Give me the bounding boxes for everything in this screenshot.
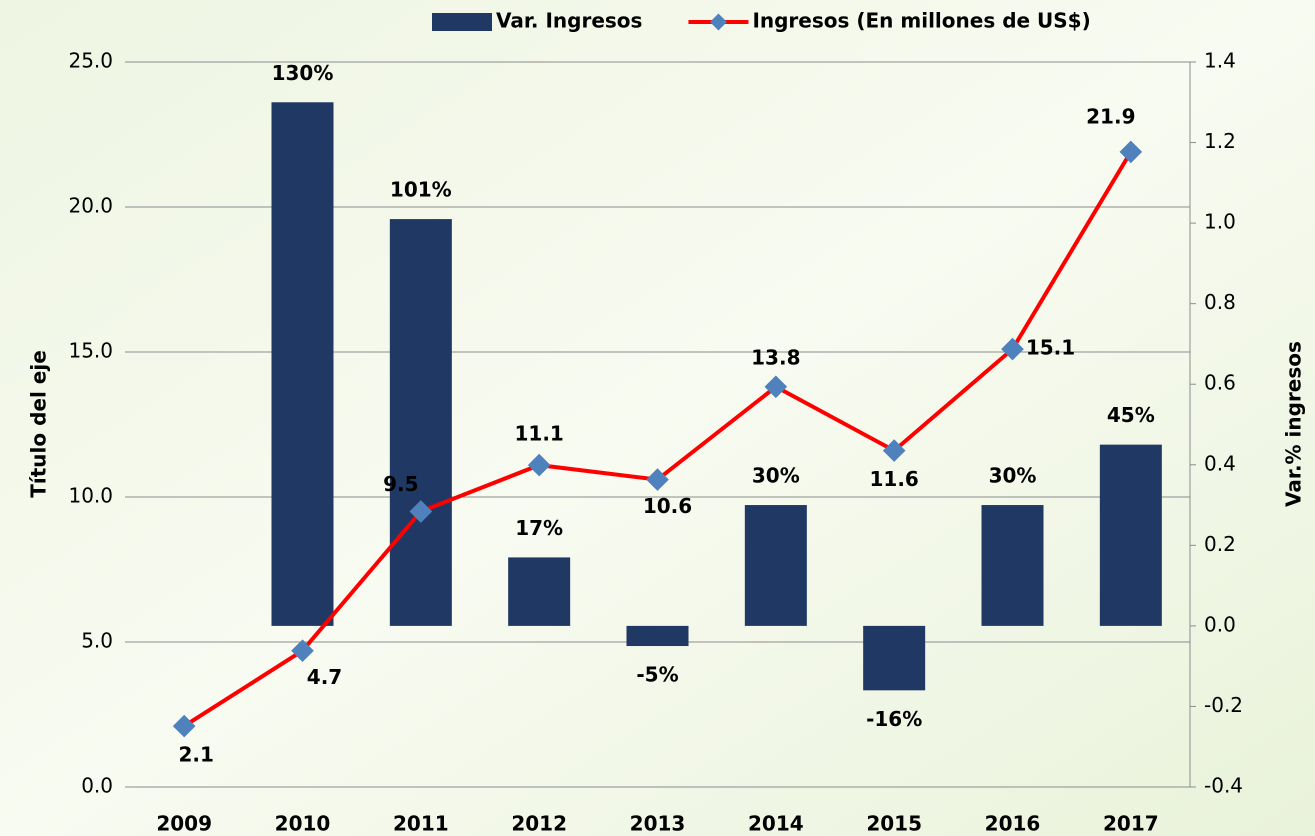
bar (390, 219, 452, 626)
bar-value-label: -5% (636, 663, 678, 687)
line-value-label: 15.1 (1026, 336, 1075, 360)
line-value-label: 10.6 (643, 494, 692, 518)
y-tick-label: 25.0 (68, 49, 113, 73)
y2-tick-label: -0.4 (1204, 774, 1243, 798)
x-tick-label: 2014 (748, 812, 804, 836)
bar (508, 557, 570, 625)
x-tick-label: 2010 (275, 812, 331, 836)
bar (863, 626, 925, 690)
x-tick-label: 2013 (630, 812, 686, 836)
line-value-label: 9.5 (383, 472, 418, 496)
legend-label: Ingresos (En millones de US$) (752, 9, 1090, 33)
line-value-label: 21.9 (1086, 104, 1135, 128)
y2-axis-title: Var.% ingresos (1282, 341, 1306, 507)
bar-value-label: 30% (752, 464, 800, 488)
y-tick-label: 15.0 (68, 339, 113, 363)
y2-tick-label: 0.2 (1204, 532, 1236, 556)
x-tick-label: 2016 (985, 812, 1041, 836)
y-tick-label: 20.0 (68, 194, 113, 218)
bar (1100, 445, 1162, 626)
y2-tick-label: -0.2 (1204, 693, 1243, 717)
line-value-label: 11.1 (514, 422, 563, 446)
bar (982, 505, 1044, 626)
y-tick-label: 10.0 (68, 484, 113, 508)
y2-tick-label: 0.6 (1204, 371, 1236, 395)
y2-tick-label: 0.4 (1204, 451, 1236, 475)
y-axis-title: Título del eje (27, 350, 51, 498)
y2-tick-label: 0.0 (1204, 612, 1236, 636)
line-value-label: 4.7 (307, 665, 342, 689)
line-value-label: 11.6 (869, 467, 918, 491)
bar-value-label: 130% (272, 61, 334, 85)
bar (627, 626, 689, 646)
bar-value-label: -16% (866, 707, 922, 731)
bar (272, 102, 334, 626)
bar-value-label: 30% (989, 464, 1037, 488)
bar (745, 505, 807, 626)
line-value-label: 2.1 (178, 743, 213, 767)
y-tick-label: 0.0 (81, 774, 113, 798)
bar-value-label: 45% (1107, 403, 1155, 427)
y2-tick-label: 1.4 (1204, 49, 1236, 73)
x-tick-label: 2011 (393, 812, 449, 836)
x-tick-label: 2012 (511, 812, 567, 836)
y2-tick-label: 1.2 (1204, 129, 1236, 153)
y2-tick-label: 1.0 (1204, 210, 1236, 234)
x-tick-label: 2017 (1103, 812, 1159, 836)
x-tick-label: 2009 (156, 812, 212, 836)
legend-label: Var. Ingresos (496, 9, 642, 33)
chart: Título del eje Var.% ingresos 0.0 5.0 10.0… (0, 0, 1315, 836)
y2-tick-label: 0.8 (1204, 290, 1236, 314)
legend-swatch (432, 13, 492, 31)
bar-value-label: 17% (515, 516, 563, 540)
y-tick-label: 5.0 (81, 629, 113, 653)
line-value-label: 13.8 (751, 345, 800, 369)
bar-value-label: 101% (390, 178, 452, 202)
x-tick-label: 2015 (866, 812, 922, 836)
